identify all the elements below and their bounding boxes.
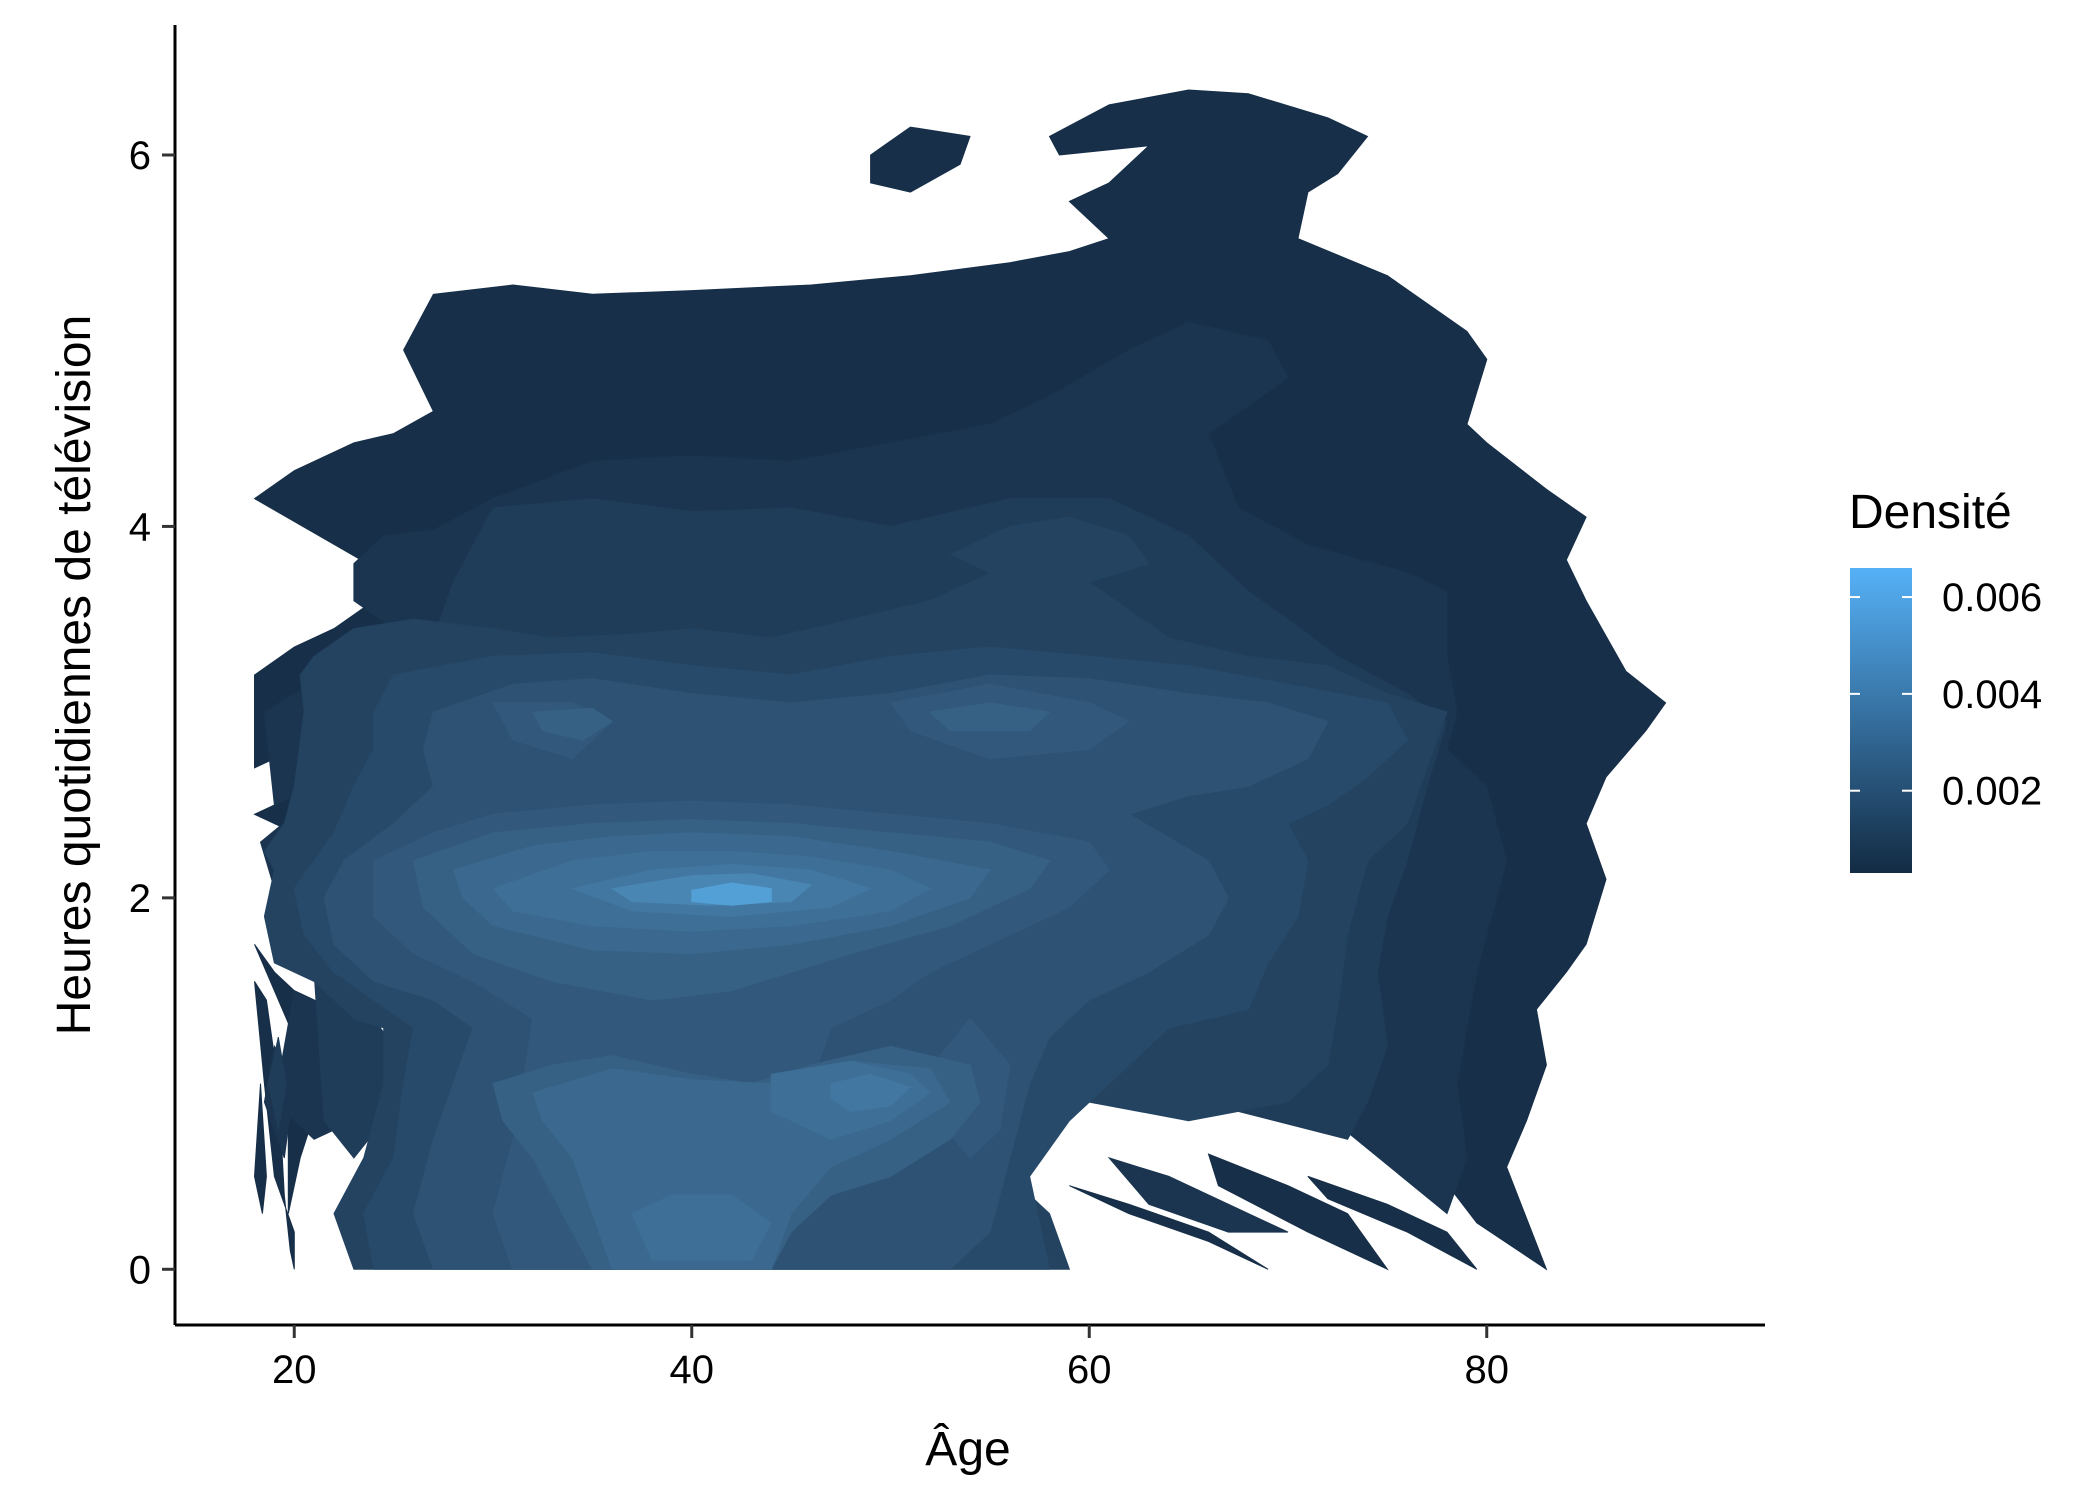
x-axis-title: Âge	[925, 1423, 1010, 1476]
density-band-0-region-6	[253, 1083, 267, 1214]
x-tick-label-60: 60	[1067, 1348, 1112, 1392]
density-band-3-region-1	[948, 516, 1150, 583]
x-tick-label-80: 80	[1465, 1348, 1510, 1392]
y-axis-title: Heures quotidiennes de télévision	[48, 315, 101, 1035]
y-tick-label-6: 6	[129, 134, 151, 178]
y-axis-ticks: 0 2 4 6	[129, 134, 175, 1292]
x-tick-label-40: 40	[670, 1348, 715, 1392]
x-tick-label-20: 20	[272, 1348, 317, 1392]
axes: 20 40 60 80 0 2 4 6 Âge Heures quotidiennes de…	[48, 25, 1765, 1476]
legend-colorbar	[1850, 568, 1912, 873]
x-axis-ticks: 20 40 60 80	[272, 1325, 1509, 1392]
plot-area	[253, 89, 1667, 1271]
legend-tick-label-1: 0.004	[1942, 673, 2042, 717]
density-band-0-region-10	[1307, 1175, 1478, 1270]
legend: Densité 0.002 0.004 0.006	[1849, 486, 2042, 873]
legend-tick-label-2: 0.006	[1942, 576, 2042, 620]
legend-title: Densité	[1849, 486, 2012, 539]
y-tick-label-2: 2	[129, 877, 151, 921]
density-band-0-region-1	[870, 126, 971, 193]
density-band-1-region-5	[1107, 1156, 1289, 1233]
y-tick-label-4: 4	[129, 505, 151, 549]
density-band-12-region-0	[691, 882, 772, 906]
density-band-7-region-0	[531, 707, 614, 741]
legend-ticks: 0.002 0.004 0.006	[1850, 576, 2042, 814]
legend-tick-label-0: 0.002	[1942, 770, 2042, 814]
density-band-9-region-2	[631, 1194, 772, 1261]
density-band-10-region-1	[830, 1073, 912, 1112]
density-band-0-region-9	[1207, 1153, 1389, 1271]
y-tick-label-0: 0	[129, 1248, 151, 1292]
density-band-7-region-1	[929, 702, 1051, 732]
density-band-2-region-3	[267, 1036, 287, 1131]
density-band-0-region-8	[1069, 1185, 1269, 1270]
